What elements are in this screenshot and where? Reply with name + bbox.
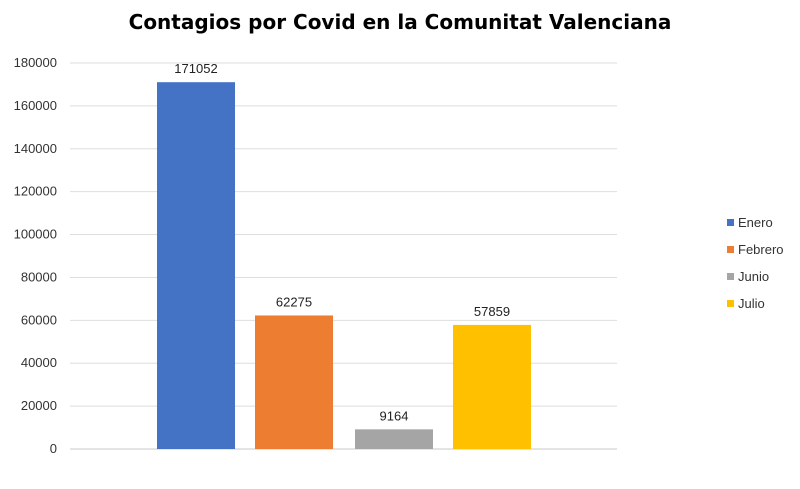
y-tick-label: 100000 — [14, 227, 57, 242]
legend-swatch-junio — [727, 273, 734, 280]
bars — [157, 82, 531, 450]
data-label-febrero: 62275 — [276, 294, 312, 309]
data-labels: 171052 62275 9164 57859 — [174, 61, 510, 423]
y-tick-label: 80000 — [21, 269, 57, 284]
legend-swatch-julio — [727, 300, 734, 307]
y-tick-label: 120000 — [14, 184, 57, 199]
y-tick-label: 140000 — [14, 141, 57, 156]
data-label-junio: 9164 — [380, 408, 409, 423]
y-tick-label: 160000 — [14, 98, 57, 113]
y-axis: 0 20000 40000 60000 80000 100000 120000 140000 1… — [14, 55, 57, 456]
bar-enero — [157, 82, 235, 450]
legend-swatch-enero — [727, 219, 734, 226]
bar-junio — [355, 429, 433, 449]
y-tick-label: 60000 — [21, 312, 57, 327]
chart-title: Contagios por Covid en la Comunitat Vale… — [128, 10, 672, 34]
legend-swatch-febrero — [727, 246, 734, 253]
legend-label-junio: Junio — [738, 269, 769, 284]
legend-label-febrero: Febrero — [738, 242, 784, 257]
data-label-enero: 171052 — [174, 61, 217, 76]
legend-label-julio: Julio — [738, 296, 765, 311]
legend: Enero Febrero Junio Julio — [727, 215, 784, 311]
legend-label-enero: Enero — [738, 215, 773, 230]
bar-julio — [453, 324, 531, 449]
y-tick-label: 40000 — [21, 355, 57, 370]
bar-febrero — [255, 315, 333, 449]
data-label-julio: 57859 — [474, 304, 510, 319]
y-tick-label: 0 — [50, 441, 57, 456]
y-tick-label: 180000 — [14, 55, 57, 70]
y-tick-label: 20000 — [21, 398, 57, 413]
gridlines — [70, 62, 617, 450]
